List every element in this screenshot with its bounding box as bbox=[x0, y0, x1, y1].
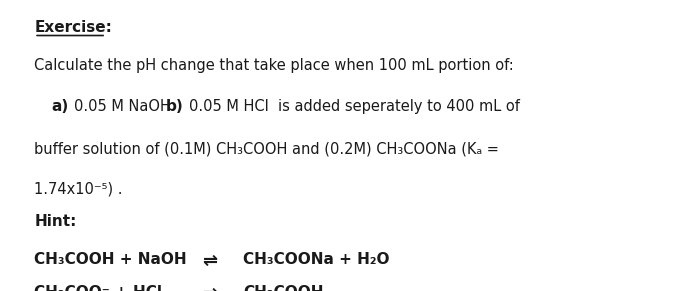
Text: CH₃COOH + NaOH: CH₃COOH + NaOH bbox=[34, 252, 187, 267]
Text: a): a) bbox=[51, 99, 68, 114]
Text: CH₃COOH: CH₃COOH bbox=[243, 285, 324, 291]
Text: ⇌: ⇌ bbox=[202, 252, 217, 270]
Text: ⇌: ⇌ bbox=[202, 285, 217, 291]
Text: 1.74x10⁻⁵) .: 1.74x10⁻⁵) . bbox=[34, 182, 122, 197]
Text: CH₃COO⁻ + HCl: CH₃COO⁻ + HCl bbox=[34, 285, 162, 291]
Text: Hint:: Hint: bbox=[34, 214, 77, 229]
Text: Exercise:: Exercise: bbox=[34, 20, 112, 36]
Text: 0.05 M HCl  is added seperately to 400 mL of: 0.05 M HCl is added seperately to 400 mL… bbox=[189, 99, 520, 114]
Text: Calculate the pH change that take place when 100 mL portion of:: Calculate the pH change that take place … bbox=[34, 58, 514, 73]
Text: b): b) bbox=[166, 99, 184, 114]
Text: buffer solution of (0.1M) CH₃COOH and (0.2M) CH₃COONa (Kₐ =: buffer solution of (0.1M) CH₃COOH and (0… bbox=[34, 141, 499, 156]
Text: 0.05 M NaOH: 0.05 M NaOH bbox=[74, 99, 180, 114]
Text: CH₃COONa + H₂O: CH₃COONa + H₂O bbox=[243, 252, 389, 267]
